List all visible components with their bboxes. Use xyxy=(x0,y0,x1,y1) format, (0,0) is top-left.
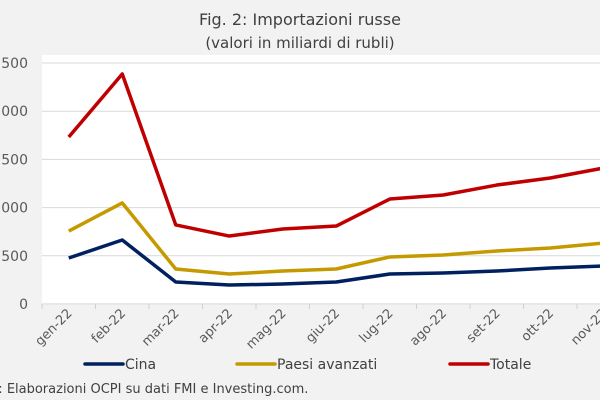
x-tick-label: mag-22 xyxy=(244,306,290,352)
series-line-cina xyxy=(68,238,600,287)
y-tick-label: 0 xyxy=(19,297,28,313)
y-tick-label: 500 xyxy=(1,249,28,265)
x-tick-label: lug-22 xyxy=(357,306,397,346)
x-tick-label: giu-22 xyxy=(303,306,343,346)
x-tick-label: nov-22 xyxy=(568,306,600,348)
chart-title: Fig. 2: Importazioni russe xyxy=(199,10,401,29)
source-note: Fonte: Elaborazioni OCPI su dati FMI e I… xyxy=(0,382,308,397)
legend-label: Totale xyxy=(489,357,531,373)
x-tick-label: gen-22 xyxy=(33,306,76,349)
series-line-paesi-avanzati xyxy=(67,201,600,276)
x-tick-label: ago-22 xyxy=(407,306,450,349)
legend-label: Cina xyxy=(125,357,156,373)
y-tick-label: 1.000 xyxy=(0,201,28,217)
chart-subtitle: (valori in miliardi di rubli) xyxy=(205,34,394,52)
x-tick-label: mar-22 xyxy=(139,306,182,349)
x-tick-label: apr-22 xyxy=(196,306,236,346)
x-tick-label: set-22 xyxy=(464,306,504,346)
legend-label: Paesi avanzati xyxy=(277,357,377,373)
y-tick-label: 2.500 xyxy=(0,56,28,72)
y-tick-label: 1.500 xyxy=(0,152,28,168)
x-tick-label: ott-22 xyxy=(519,306,557,344)
y-tick-label: 2.000 xyxy=(0,104,28,120)
series-line-totale xyxy=(67,72,600,238)
x-tick-label: feb-22 xyxy=(89,306,129,346)
plot-area xyxy=(42,55,600,305)
